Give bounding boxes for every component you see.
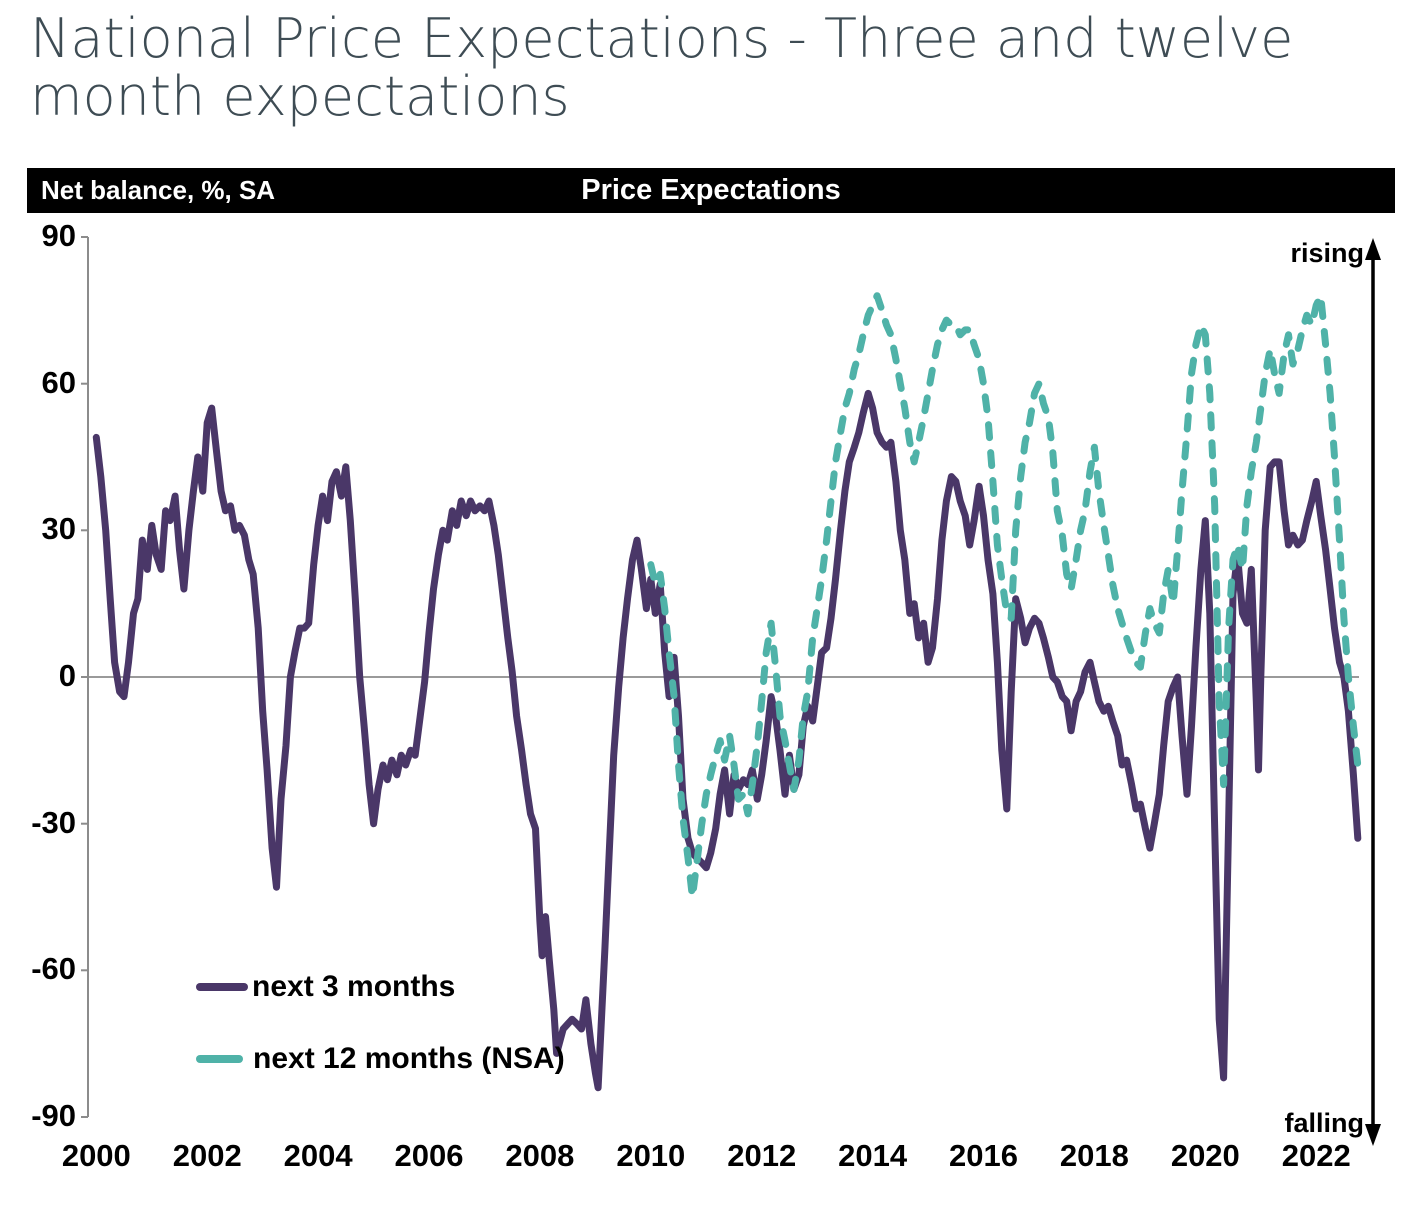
page-title: National Price Expectations - Three and … [30, 7, 1294, 128]
x-tick-label: 2004 [283, 1138, 353, 1173]
y-tick-label: 90 [41, 218, 76, 253]
y-tick-label: 0 [58, 658, 76, 693]
x-tick-label: 2014 [838, 1138, 908, 1173]
y-tick-label: -60 [31, 951, 76, 987]
rising-falling-arrow [1365, 238, 1381, 1146]
x-tick-label: 2012 [727, 1138, 797, 1173]
series-line-next-12-months [647, 292, 1362, 901]
legend-item-next-12-months: next 12 months (NSA) [196, 1042, 565, 1076]
legend-item-next-3-months: next 3 months [196, 970, 455, 1004]
x-tick-label: 2020 [1170, 1138, 1240, 1173]
legend-label-next-3-months: next 3 months [252, 970, 456, 1003]
falling-annotation: falling [1284, 1108, 1365, 1138]
y-tick-label: 60 [41, 364, 76, 400]
y-tick-label: -90 [31, 1098, 76, 1133]
series-line-next-3-months [92, 389, 1362, 1092]
legend-label-next-12-months: next 12 months (NSA) [253, 1042, 565, 1075]
x-tick-label: 2010 [616, 1138, 686, 1173]
x-tick-label: 2002 [172, 1138, 242, 1173]
x-tick-label: 2000 [61, 1138, 131, 1173]
x-tick-label: 2006 [394, 1138, 464, 1173]
x-tick-label: 2016 [949, 1138, 1018, 1173]
rising-annotation: rising [1290, 238, 1364, 268]
x-tick-label: 2018 [1059, 1138, 1129, 1173]
y-tick-label: -30 [31, 804, 76, 840]
y-tick-label: 30 [41, 511, 76, 547]
next-12-months-dash-swatch [196, 1055, 243, 1063]
x-tick-label: 2022 [1281, 1138, 1351, 1173]
y-axis-units-label: Net balance, %, SA [41, 175, 276, 205]
next-3-months-line-swatch [196, 983, 248, 991]
chart-header-bar: Net balance, %, SA Price Expectations [27, 168, 1395, 213]
chart-title: Price Expectations [581, 174, 841, 206]
x-tick-label: 2008 [505, 1138, 575, 1173]
